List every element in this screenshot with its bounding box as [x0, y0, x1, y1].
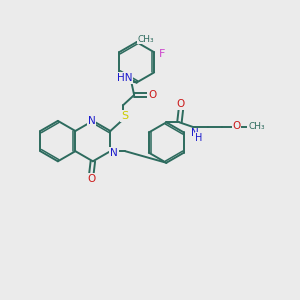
Text: N: N [88, 116, 95, 126]
Text: O: O [87, 174, 95, 184]
Text: F: F [159, 49, 165, 59]
Text: H: H [195, 133, 203, 143]
Text: N: N [191, 128, 199, 138]
Text: CH₃: CH₃ [137, 34, 154, 43]
Text: S: S [121, 111, 128, 121]
Text: CH₃: CH₃ [248, 122, 265, 131]
Text: HN: HN [117, 73, 132, 83]
Text: O: O [232, 121, 241, 131]
Text: N: N [110, 148, 118, 158]
Text: O: O [148, 90, 156, 100]
Text: O: O [177, 99, 185, 109]
